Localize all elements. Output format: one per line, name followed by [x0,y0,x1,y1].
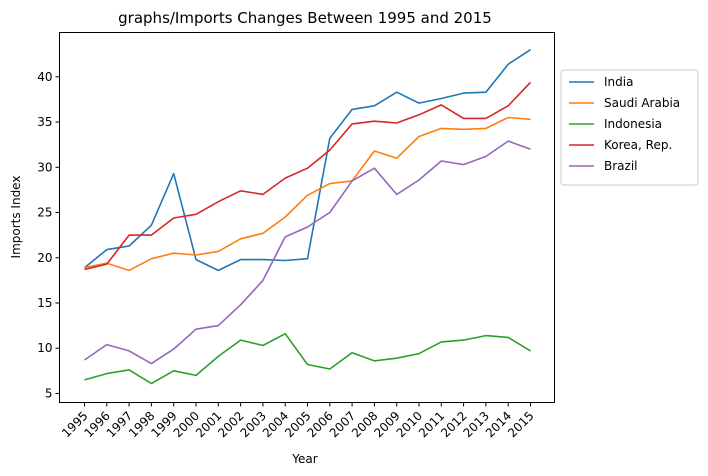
legend-box [560,69,699,186]
series-line-indonesia [84,332,531,385]
chart-title: graphs/Imports Changes Between 1995 and … [118,9,492,27]
series-line-korea-rep [84,81,532,271]
legend-label: Korea, Rep. [604,138,672,152]
y-tick-label: 15 [37,296,52,310]
y-tick-label: 20 [37,251,52,265]
plot-frame [59,32,555,403]
series-layer [83,49,532,385]
y-axis: 5 10 15 20 25 30 35 40 [37,70,60,400]
legend: India Saudi Arabia Indonesia Korea, Rep. Bra… [560,69,699,186]
legend-label: India [604,75,633,89]
series-line-india [83,49,531,272]
legend-label: Brazil [604,159,638,173]
y-axis-label: Imports Index [9,176,23,259]
y-tick-label: 30 [37,160,52,174]
y-tick-label: 25 [37,206,52,220]
y-tick-label: 5 [45,386,53,400]
series-line-brazil [84,140,531,365]
y-tick-label: 40 [37,70,52,84]
y-tick-label: 10 [37,341,52,355]
y-tick-label: 35 [37,115,52,129]
x-axis-label: Year [291,452,317,466]
series-line-saudi-arabia [84,116,531,272]
x-tick-label: 2015 [505,409,536,440]
legend-label: Indonesia [604,117,662,131]
legend-label: Saudi Arabia [604,96,680,110]
x-axis: 1995199619971998199920002001200220032004… [59,402,537,440]
